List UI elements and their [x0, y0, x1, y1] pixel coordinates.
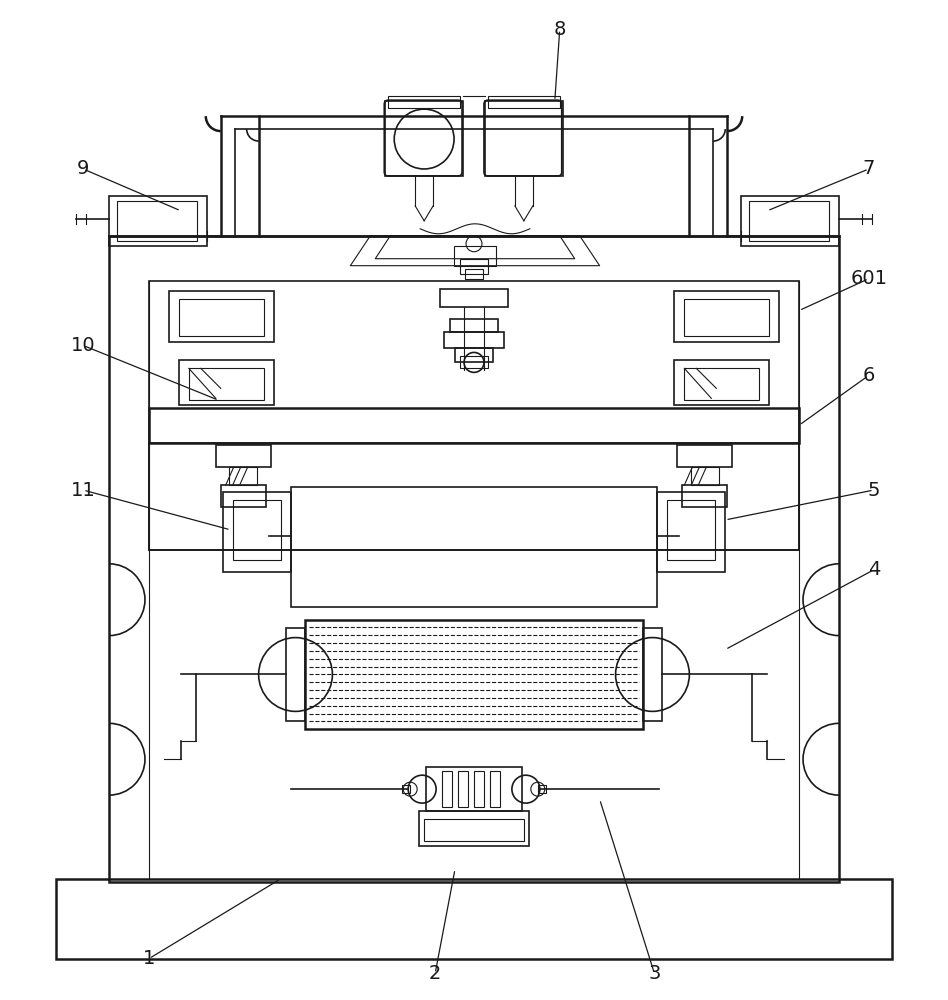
Bar — [149, 443, 799, 550]
Bar — [179, 360, 274, 405]
Bar — [223, 492, 290, 572]
Text: 11: 11 — [71, 481, 96, 500]
Bar — [658, 492, 725, 572]
Text: 10: 10 — [71, 336, 96, 355]
Bar — [683, 485, 727, 507]
Bar — [460, 356, 488, 368]
Bar — [643, 628, 663, 721]
Text: 5: 5 — [867, 481, 880, 500]
Text: 3: 3 — [648, 964, 661, 983]
Bar — [216, 445, 270, 467]
Bar — [149, 281, 799, 550]
Bar — [109, 196, 207, 246]
Bar — [442, 771, 452, 807]
Bar — [749, 201, 829, 241]
Bar — [444, 332, 504, 348]
Bar — [455, 348, 493, 362]
Bar — [684, 299, 769, 336]
Bar — [538, 785, 546, 793]
Text: 6: 6 — [863, 366, 875, 385]
Bar — [488, 96, 559, 108]
Bar — [149, 408, 799, 443]
Text: 1: 1 — [143, 949, 155, 968]
Bar — [285, 628, 305, 721]
Bar — [189, 368, 264, 400]
Bar — [290, 487, 658, 607]
Bar — [458, 771, 468, 807]
Polygon shape — [351, 236, 600, 266]
Text: 9: 9 — [77, 159, 89, 178]
Bar — [490, 771, 500, 807]
Bar — [674, 291, 779, 342]
Text: 8: 8 — [554, 20, 566, 39]
Bar — [460, 259, 488, 274]
Bar — [117, 201, 197, 241]
Bar — [232, 500, 281, 560]
Bar — [402, 785, 410, 793]
Bar — [179, 299, 264, 336]
Bar — [221, 485, 265, 507]
Text: 2: 2 — [428, 964, 442, 983]
Bar — [56, 879, 892, 959]
Bar — [228, 467, 257, 485]
Bar — [169, 291, 274, 342]
Bar — [667, 500, 716, 560]
Bar — [109, 236, 839, 882]
Bar — [485, 101, 563, 176]
Bar — [465, 269, 483, 279]
Bar — [305, 620, 643, 729]
Bar — [450, 319, 498, 332]
Bar — [427, 767, 521, 811]
Bar — [678, 445, 732, 467]
Bar — [684, 368, 759, 400]
Bar — [424, 819, 524, 841]
Text: 4: 4 — [867, 560, 880, 579]
Bar — [691, 467, 720, 485]
Bar — [385, 101, 463, 176]
Bar — [741, 196, 839, 246]
Bar — [389, 96, 460, 108]
Bar — [674, 360, 769, 405]
Text: 7: 7 — [863, 159, 875, 178]
Bar — [454, 246, 496, 266]
Bar — [419, 811, 529, 846]
Bar — [474, 771, 484, 807]
Text: 601: 601 — [850, 269, 887, 288]
Bar — [440, 289, 508, 307]
